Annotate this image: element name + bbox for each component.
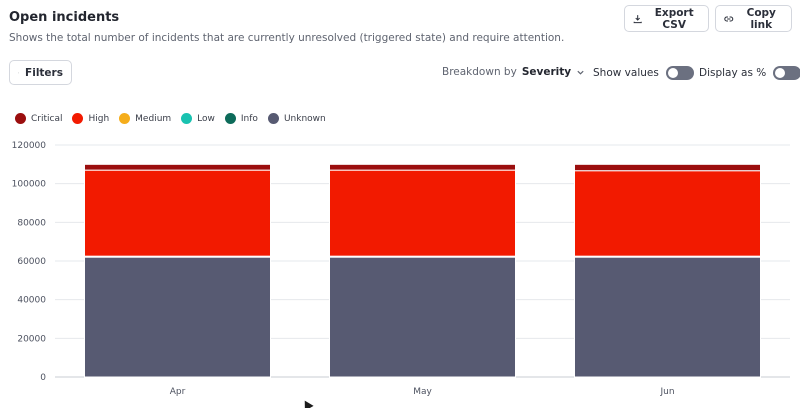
export-csv-label: Export CSV <box>654 6 694 31</box>
bar-segment-critical-jun <box>574 163 761 172</box>
y-tick-label: 60000 <box>17 257 46 267</box>
y-tick-label: 0 <box>40 373 46 383</box>
legend-label: Unknown <box>283 113 326 124</box>
x-tick-label: Apr <box>170 387 186 397</box>
bar-segment-critical-may <box>329 163 516 171</box>
copy-link-button[interactable]: Copy link <box>715 5 792 32</box>
display-percent-label: Display as % <box>699 67 767 79</box>
y-tick-label: 20000 <box>17 334 46 344</box>
x-tick-label: Jun <box>659 387 674 397</box>
legend-dot <box>224 113 236 124</box>
display-percent-toggle[interactable] <box>773 66 800 80</box>
legend-item-info[interactable]: Info <box>224 113 258 124</box>
breakdown-value: Severity <box>521 66 572 78</box>
bar-segment-high-apr <box>84 169 271 257</box>
legend-label: Low <box>197 113 215 124</box>
bar-segment-critical-apr <box>84 163 271 171</box>
legend-item-critical[interactable]: Critical <box>15 113 62 124</box>
filters-button[interactable]: Filters <box>9 60 72 85</box>
show-values-toggle-group: Show values <box>593 66 694 80</box>
y-tick-label: 120000 <box>12 141 47 151</box>
y-tick-label: 40000 <box>17 296 46 306</box>
legend-dot <box>72 113 84 124</box>
stacked-bar-chart: 0 20000 40000 60000 80000 100000 120000 Apr May J… <box>12 141 790 397</box>
y-tick-label: 100000 <box>12 180 47 190</box>
legend-item-high[interactable]: High <box>72 113 109 124</box>
copy-link-label: Copy link <box>746 6 776 31</box>
y-tick-label: 80000 <box>17 218 46 228</box>
breakdown-prefix: Breakdown by <box>442 66 517 78</box>
page-title: Open incidents <box>9 10 120 25</box>
display-percent-toggle-group: Display as % <box>699 66 800 80</box>
legend-label: Critical <box>31 113 63 124</box>
export-csv-button[interactable]: Export CSV <box>624 5 709 32</box>
legend-item-low[interactable]: Low <box>181 113 215 124</box>
show-values-label: Show values <box>593 67 659 79</box>
link-icon <box>724 15 734 22</box>
page-subtitle: Shows the total number of incidents that… <box>9 32 565 44</box>
legend-dot <box>267 113 279 124</box>
bar-segment-high-jun <box>574 170 761 257</box>
legend-item-medium[interactable]: Medium <box>119 113 171 124</box>
legend-label: High <box>88 113 110 124</box>
legend-dot <box>181 113 193 124</box>
breakdown-select[interactable]: Breakdown by Severity <box>442 66 585 78</box>
download-icon <box>633 14 642 23</box>
bar-segment-unknown-jun <box>574 256 761 378</box>
legend-label: Medium <box>135 113 172 124</box>
filter-icon <box>18 72 19 73</box>
legend-dot <box>15 113 26 124</box>
show-values-toggle[interactable] <box>665 66 694 80</box>
bar-segment-unknown-apr <box>84 256 271 378</box>
filters-label: Filters <box>25 66 63 79</box>
chart-legend: Critical High Medium Low Info Unknown <box>15 113 326 124</box>
chevron-down-icon <box>577 70 584 75</box>
bar-segment-high-may <box>329 169 516 257</box>
bar-segment-unknown-may <box>329 256 516 378</box>
x-tick-label: May <box>413 387 432 397</box>
legend-item-unknown[interactable]: Unknown <box>267 113 326 124</box>
legend-label: Info <box>240 113 258 124</box>
legend-dot <box>119 113 131 124</box>
